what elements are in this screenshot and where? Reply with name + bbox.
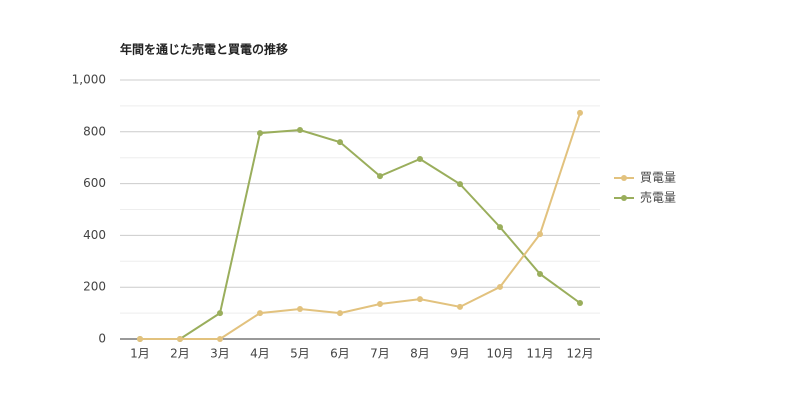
data-point (417, 296, 423, 303)
y-tick-label: 600 (83, 176, 106, 190)
series-line (140, 128, 581, 340)
x-tick-label: 10月 (486, 347, 513, 361)
y-tick-label: 200 (83, 280, 106, 294)
legend-marker (621, 175, 627, 181)
x-tick-label: 5月 (290, 347, 310, 361)
data-point (577, 109, 583, 116)
y-tick-label: 0 (98, 332, 106, 346)
data-point (217, 310, 223, 317)
chart-title: 年間を通じた売電と買電の推移 (120, 42, 288, 57)
data-point (337, 310, 343, 317)
data-point (337, 139, 343, 146)
data-point (137, 336, 143, 342)
data-point (297, 305, 303, 312)
data-point (497, 224, 503, 231)
data-point (257, 310, 263, 317)
data-point (577, 299, 583, 306)
data-point (537, 270, 543, 277)
x-tick-label: 8月 (410, 347, 430, 361)
data-point (177, 336, 183, 342)
data-point (257, 130, 263, 137)
data-point (537, 231, 543, 238)
data-point (457, 303, 463, 310)
series-line (140, 112, 581, 340)
x-tick-label: 1月 (130, 347, 150, 361)
data-point (497, 283, 503, 290)
legend-marker (621, 195, 627, 201)
data-point (417, 155, 423, 162)
x-tick-label: 4月 (250, 347, 270, 361)
y-tick-label: 1,000 (72, 73, 106, 87)
data-point (297, 126, 303, 133)
legend-label: 買電量 (640, 171, 676, 185)
data-point (377, 173, 383, 180)
y-tick-label: 400 (83, 228, 106, 242)
x-tick-label: 6月 (330, 347, 350, 361)
x-tick-label: 3月 (210, 347, 230, 361)
legend-label: 売電量 (640, 190, 676, 205)
y-tick-label: 800 (83, 124, 106, 138)
data-point (457, 181, 463, 188)
data-point (217, 336, 223, 342)
x-tick-label: 9月 (450, 347, 470, 361)
x-tick-label: 12月 (566, 347, 593, 361)
x-tick-label: 2月 (170, 347, 190, 361)
x-tick-label: 11月 (526, 347, 553, 361)
data-point (377, 301, 383, 308)
x-tick-label: 7月 (370, 347, 390, 361)
